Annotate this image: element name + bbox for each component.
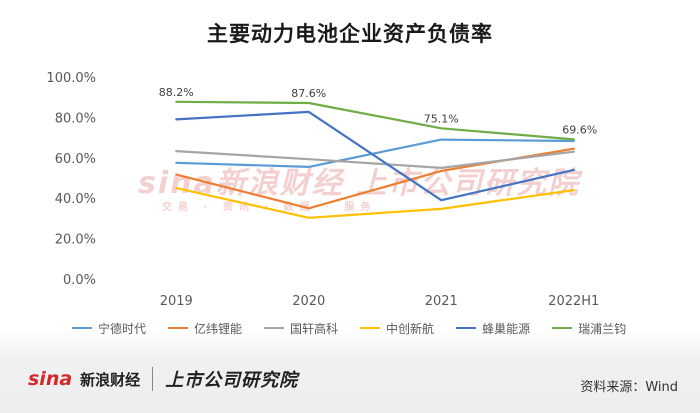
legend-label: 蜂巢能源: [482, 321, 531, 336]
legend-item: 蜂巢能源: [456, 320, 530, 337]
legend-item: 亿纬锂能: [168, 320, 242, 337]
logo-divider: [152, 367, 154, 391]
footer-logo: sina 新浪财经 上市公司研究院: [28, 366, 298, 392]
x-tick-label: 2021: [425, 294, 458, 309]
legend-swatch: [360, 327, 381, 329]
series-line: [175, 150, 575, 169]
legend-label: 瑞浦兰钧: [578, 321, 627, 336]
legend-swatch: [552, 327, 573, 329]
y-tick-label: 100.0%: [46, 71, 96, 86]
series-line: [175, 187, 575, 219]
data-label: 75.1%: [424, 112, 459, 125]
legend-label: 中创新航: [386, 321, 435, 336]
legend-swatch: [72, 327, 92, 329]
data-label: 87.6%: [291, 87, 326, 100]
sina-logo: sina: [28, 368, 73, 390]
y-tick-label: 20.0%: [55, 233, 96, 248]
legend-item: 国轩高科: [264, 320, 338, 337]
legend-item: 瑞浦兰钧: [552, 320, 626, 337]
y-tick-label: 60.0%: [55, 152, 96, 167]
legend-item: 宁德时代: [72, 320, 146, 337]
data-label: 69.6%: [562, 123, 597, 136]
institute-logo: 上市公司研究院: [165, 370, 299, 391]
y-tick-label: 80.0%: [55, 111, 96, 126]
chart-title: 主要动力电池企业资产负债率: [207, 22, 493, 46]
legend-label: 亿纬锂能: [194, 321, 243, 336]
legend-swatch: [168, 327, 189, 329]
line-chart: 0.0% 20.0% 40.0% 60.0% 80.0% 100.0% 2019 2020 20…: [46, 71, 599, 309]
data-label: 88.2%: [159, 86, 194, 99]
y-tick-label: 40.0%: [55, 192, 96, 207]
chart-legend: 宁德时代 亿纬锂能 国轩高科 中创新航 蜂巢能源 瑞浦兰钧: [72, 318, 682, 338]
legend-swatch: [456, 327, 477, 329]
y-tick-label: 0.0%: [63, 273, 96, 288]
series-line: [175, 110, 575, 202]
legend-label: 宁德时代: [98, 321, 147, 336]
x-tick-label: 2020: [292, 294, 325, 309]
data-source: 资料来源：Wind: [580, 380, 678, 395]
legend-item: 中创新航: [360, 320, 434, 337]
legend-label: 国轩高科: [290, 321, 339, 336]
x-tick-label: 2019: [160, 294, 193, 309]
x-tick-label: 2022H1: [548, 294, 599, 309]
series-line: [175, 100, 575, 141]
legend-swatch: [264, 327, 285, 329]
series-line: [175, 138, 575, 168]
sina-finance-name: 新浪财经: [80, 370, 141, 389]
